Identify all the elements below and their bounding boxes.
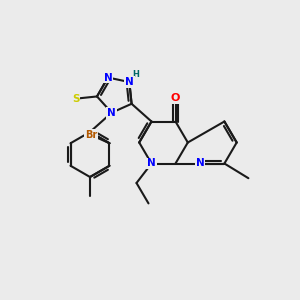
Text: H: H: [133, 70, 140, 79]
Text: N: N: [103, 73, 112, 82]
Text: S: S: [72, 94, 79, 104]
Text: O: O: [171, 93, 180, 103]
Text: N: N: [125, 77, 134, 87]
Text: Br: Br: [85, 130, 97, 140]
Text: N: N: [107, 108, 116, 118]
Text: N: N: [196, 158, 205, 169]
Text: N: N: [147, 158, 156, 169]
